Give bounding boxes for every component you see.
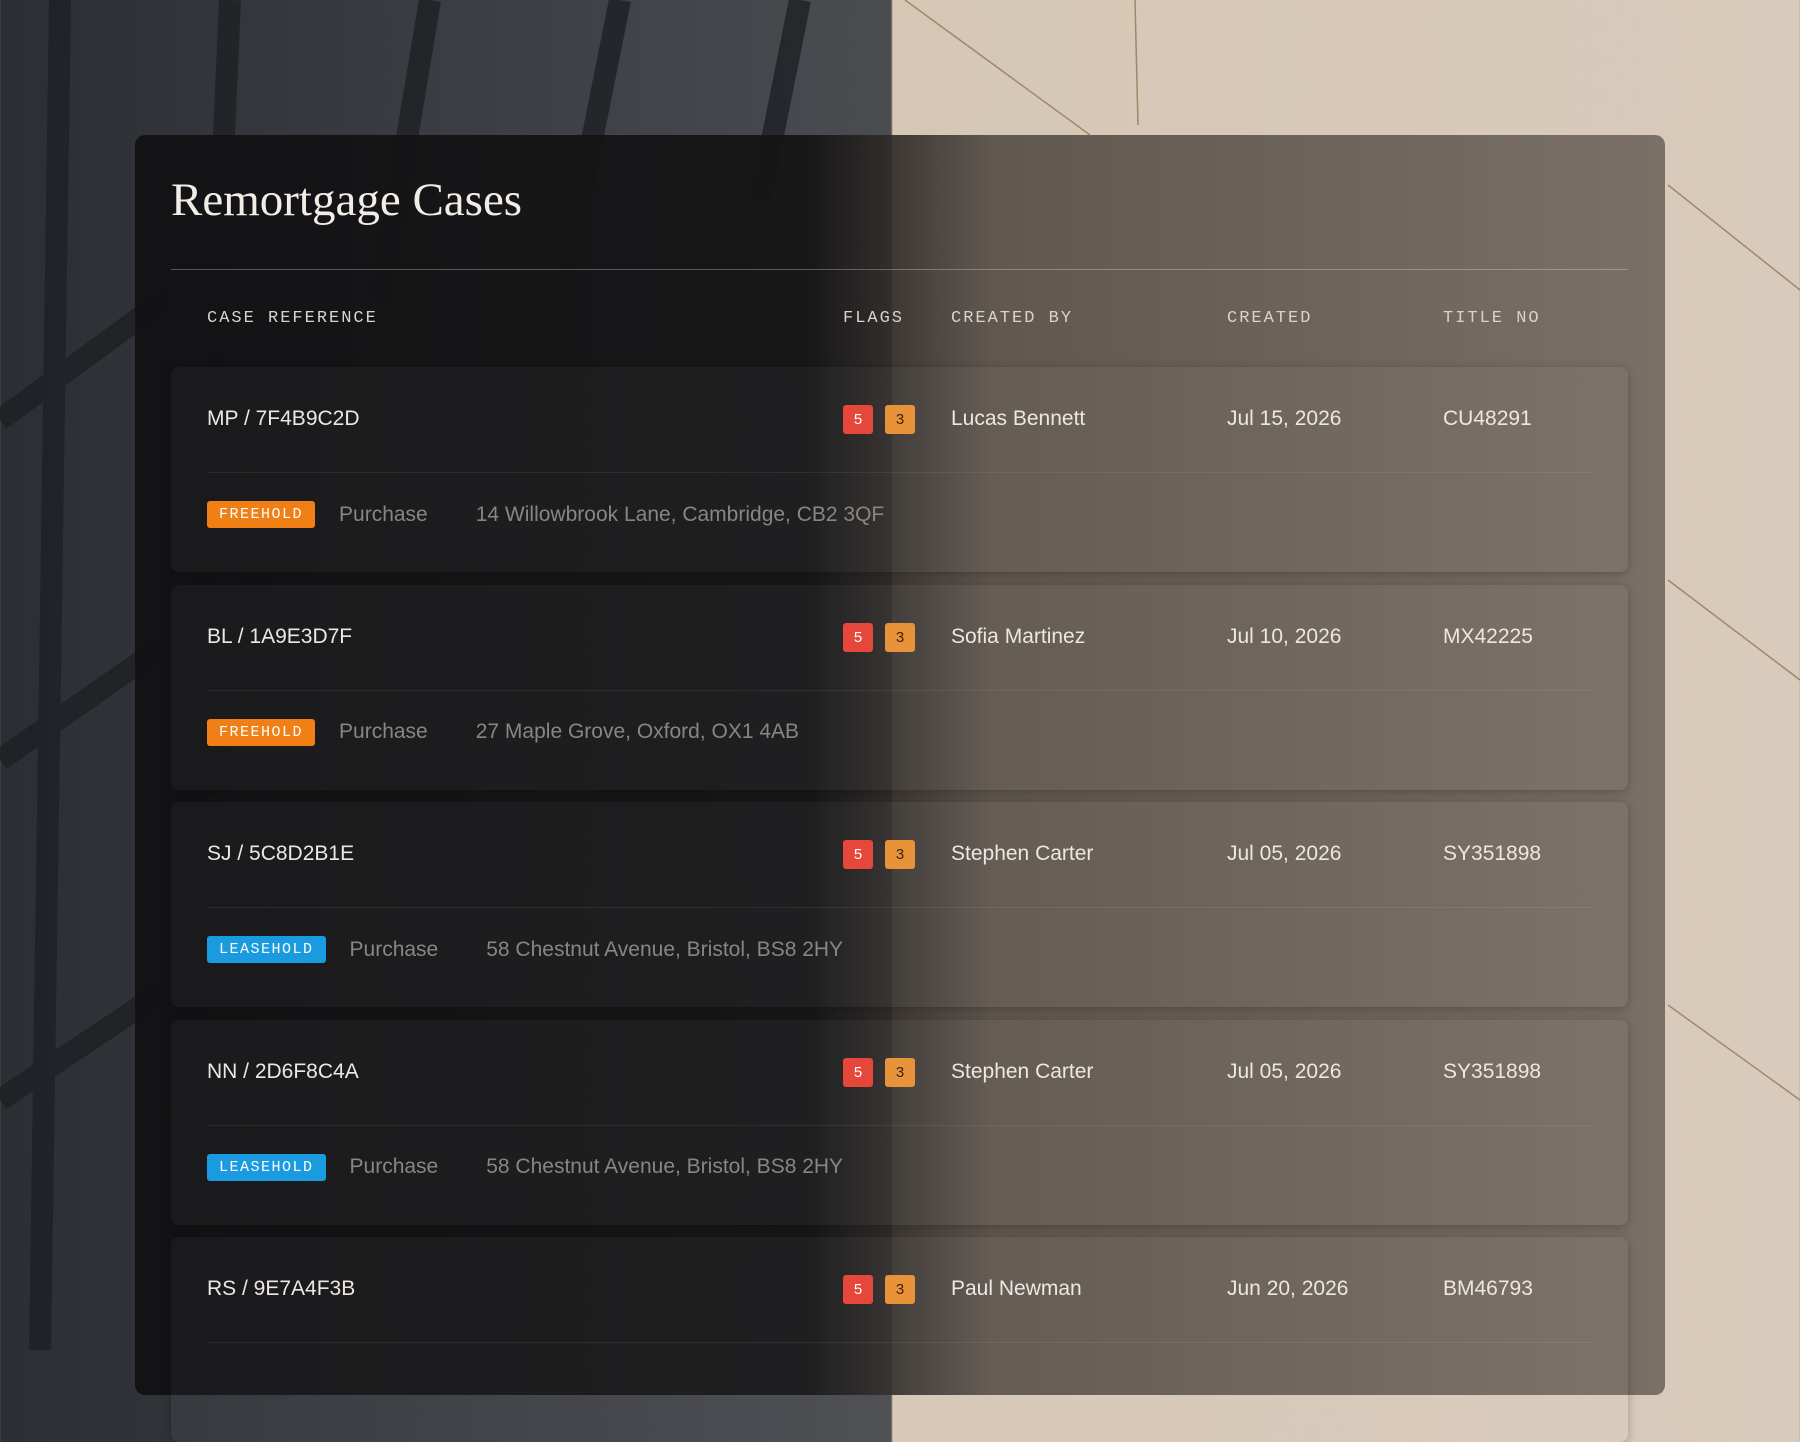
case-row[interactable]: SJ / 5C8D2B1E 5 3 Stephen Carter Jul 05, 202… — [171, 802, 1628, 1007]
property-address: 58 Chestnut Avenue, Bristol, BS8 2HY — [486, 937, 844, 961]
cases-panel: Remortgage Cases CASE REFERENCE FLAGS CREA… — [135, 135, 1665, 1395]
column-header: CASE REFERENCE — [207, 309, 378, 328]
property-details: LEASEHOLD Purchase 58 Chestnut Avenue, Bri… — [207, 936, 844, 964]
case-reference: SJ / 5C8D2B1E — [207, 842, 355, 866]
created-date: Jul 05, 2026 — [1227, 842, 1342, 866]
case-type: Purchase — [349, 937, 439, 961]
created-date: Jul 05, 2026 — [1227, 1059, 1342, 1083]
divider — [171, 269, 1628, 270]
row-separator — [207, 907, 1592, 909]
tenure-badge: FREEHOLD — [207, 501, 316, 528]
case-reference: BL / 1A9E3D7F — [207, 624, 353, 648]
created-date: Jul 10, 2026 — [1227, 624, 1342, 648]
row-separator — [207, 689, 1592, 691]
property-address: 58 Chestnut Avenue, Bristol, BS8 2HY — [486, 1155, 844, 1179]
created-date: Jun 20, 2026 — [1227, 1277, 1349, 1301]
created-by: Sofia Martinez — [951, 624, 1086, 648]
tenure-badge: LEASEHOLD — [207, 936, 326, 964]
title-number: MX42225 — [1443, 624, 1533, 648]
column-header: TITLE NO — [1443, 309, 1541, 328]
property-details: FREEHOLD Purchase 14 Willowbrook Lane, Cam… — [207, 501, 884, 528]
created-by: Stephen Carter — [951, 842, 1094, 866]
case-row[interactable]: MP / 7F4B9C2D 5 3 Lucas Bennett Jul 15, 2026… — [171, 367, 1628, 572]
page-title: Remortgage Cases — [171, 174, 523, 226]
created-date: Jul 15, 2026 — [1227, 407, 1342, 430]
created-by: Stephen Carter — [951, 1059, 1094, 1083]
tenure-badge: LEASEHOLD — [207, 1153, 326, 1181]
property-address: 27 Maple Grove, Oxford, OX1 4AB — [475, 720, 800, 744]
column-header: FLAGS — [843, 309, 905, 328]
property-details: FREEHOLD Purchase 27 Maple Grove, Oxford, … — [207, 718, 800, 746]
tenure-badge: FREEHOLD — [207, 718, 316, 746]
case-type: Purchase — [339, 720, 428, 744]
property-details: LEASEHOLD Purchase 58 Chestnut Avenue, Bri… — [207, 1153, 844, 1181]
case-reference: MP / 7F4B9C2D — [207, 407, 360, 430]
case-row[interactable]: NN / 2D6F8C4A 5 3 Stephen Carter Jul 05, 202… — [171, 1020, 1628, 1225]
flag-badge: 5 — [843, 1057, 873, 1087]
flag-badge: 5 — [843, 622, 873, 652]
case-row[interactable]: RS / 9E7A4F3B 5 3 Paul Newman Jun 20, 2026 BM… — [171, 1237, 1628, 1442]
case-row[interactable]: BL / 1A9E3D7F 5 3 Sofia Martinez Jul 10, 202… — [171, 585, 1628, 790]
column-header: CREATED BY — [951, 309, 1074, 328]
title-number: SY351898 — [1443, 842, 1542, 866]
title-number: CU48291 — [1443, 407, 1532, 430]
case-type: Purchase — [339, 502, 428, 526]
flag-badge: 3 — [885, 1275, 915, 1305]
flag-badge: 3 — [885, 840, 915, 870]
title-number: BM46793 — [1443, 1277, 1533, 1301]
created-by: Lucas Bennett — [951, 407, 1086, 430]
flag-badge: 5 — [843, 840, 873, 870]
flag-badge: 3 — [885, 622, 915, 652]
case-type: Purchase — [349, 1155, 439, 1179]
row-separator — [207, 1124, 1592, 1126]
property-address: 14 Willowbrook Lane, Cambridge, CB2 3QF — [475, 502, 885, 526]
row-separator — [207, 472, 1592, 473]
flag-badge: 3 — [885, 405, 915, 434]
flag-badge: 5 — [843, 405, 873, 434]
case-reference: RS / 9E7A4F3B — [207, 1277, 356, 1301]
title-number: SY351898 — [1443, 1059, 1542, 1083]
flag-badge: 5 — [843, 1275, 873, 1305]
page: Remortgage Cases CASE REFERENCE FLAGS CREA… — [0, 0, 1800, 1395]
flag-badge: 3 — [885, 1057, 915, 1087]
row-separator — [207, 1342, 1592, 1344]
case-reference: NN / 2D6F8C4A — [207, 1059, 359, 1083]
created-by: Paul Newman — [951, 1277, 1082, 1301]
column-header: CREATED — [1227, 309, 1313, 328]
